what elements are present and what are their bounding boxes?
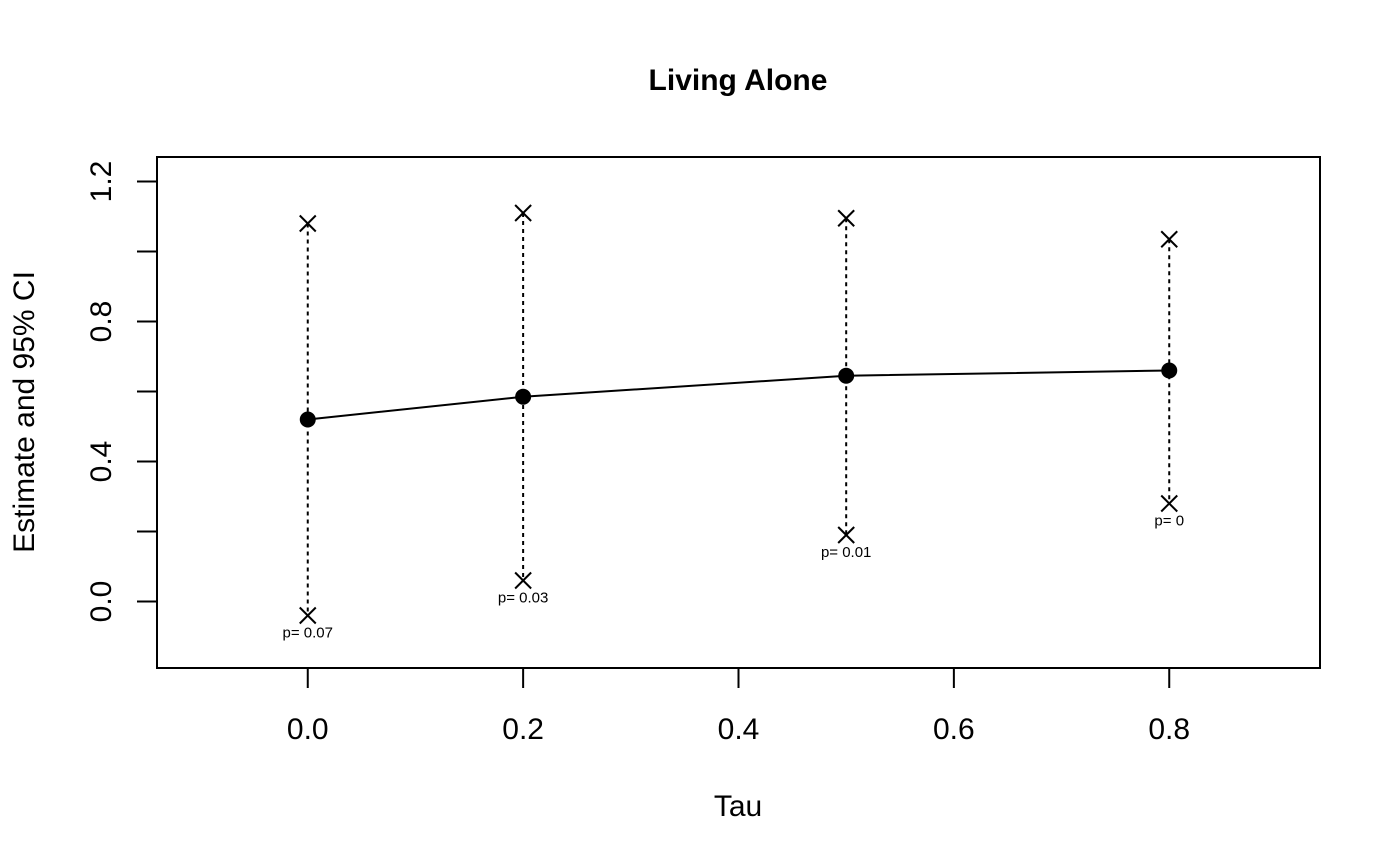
p-value-label: p= 0 <box>1154 513 1184 530</box>
estimate-point <box>838 367 855 384</box>
p-value-label: p= 0.03 <box>498 590 548 607</box>
p-labels: p= 0.07 p= 0.03 p= 0.01 p= 0 <box>283 513 1185 642</box>
p-value-label: p= 0.01 <box>821 544 871 561</box>
x-tick-label: 0.2 <box>502 713 544 746</box>
x-tick-label: 0.8 <box>1148 713 1190 746</box>
ci-upper-marker <box>837 209 855 227</box>
estimate-line <box>307 369 1170 421</box>
ci-lines <box>306 213 1171 616</box>
estimate-series-line <box>307 369 1170 421</box>
ci-lower-marker <box>299 606 317 625</box>
estimate-points <box>299 362 1178 428</box>
estimate-point <box>515 388 532 405</box>
ci-markers <box>299 204 1178 625</box>
y-tick-label: 0.4 <box>85 441 118 483</box>
ci-upper-marker <box>1160 230 1178 248</box>
plot-box <box>156 156 1321 669</box>
estimate-point <box>299 411 316 428</box>
x-tick-label: 0.6 <box>933 713 975 746</box>
y-tick-label: 0.8 <box>85 301 118 343</box>
ci-upper-marker <box>514 204 532 222</box>
chart-title: Living Alone <box>649 64 828 97</box>
ci-lower-marker <box>514 571 532 590</box>
y-axis: 0.0 0.4 0.8 1.2 <box>85 161 158 623</box>
y-tick-label: 1.2 <box>85 161 118 203</box>
x-axis-label: Tau <box>714 790 762 823</box>
p-value-label: p= 0.07 <box>283 625 333 642</box>
y-axis-label: Estimate and 95% CI <box>8 271 41 553</box>
estimate-point <box>1161 362 1178 379</box>
ci-upper-marker <box>299 214 317 233</box>
x-axis: 0.0 0.2 0.4 0.6 0.8 <box>287 667 1190 746</box>
ci-lower-marker <box>837 526 855 544</box>
ci-lower-marker <box>1160 494 1178 513</box>
y-tick-label: 0.0 <box>85 581 118 623</box>
x-tick-label: 0.4 <box>718 713 760 746</box>
x-tick-label: 0.0 <box>287 713 329 746</box>
